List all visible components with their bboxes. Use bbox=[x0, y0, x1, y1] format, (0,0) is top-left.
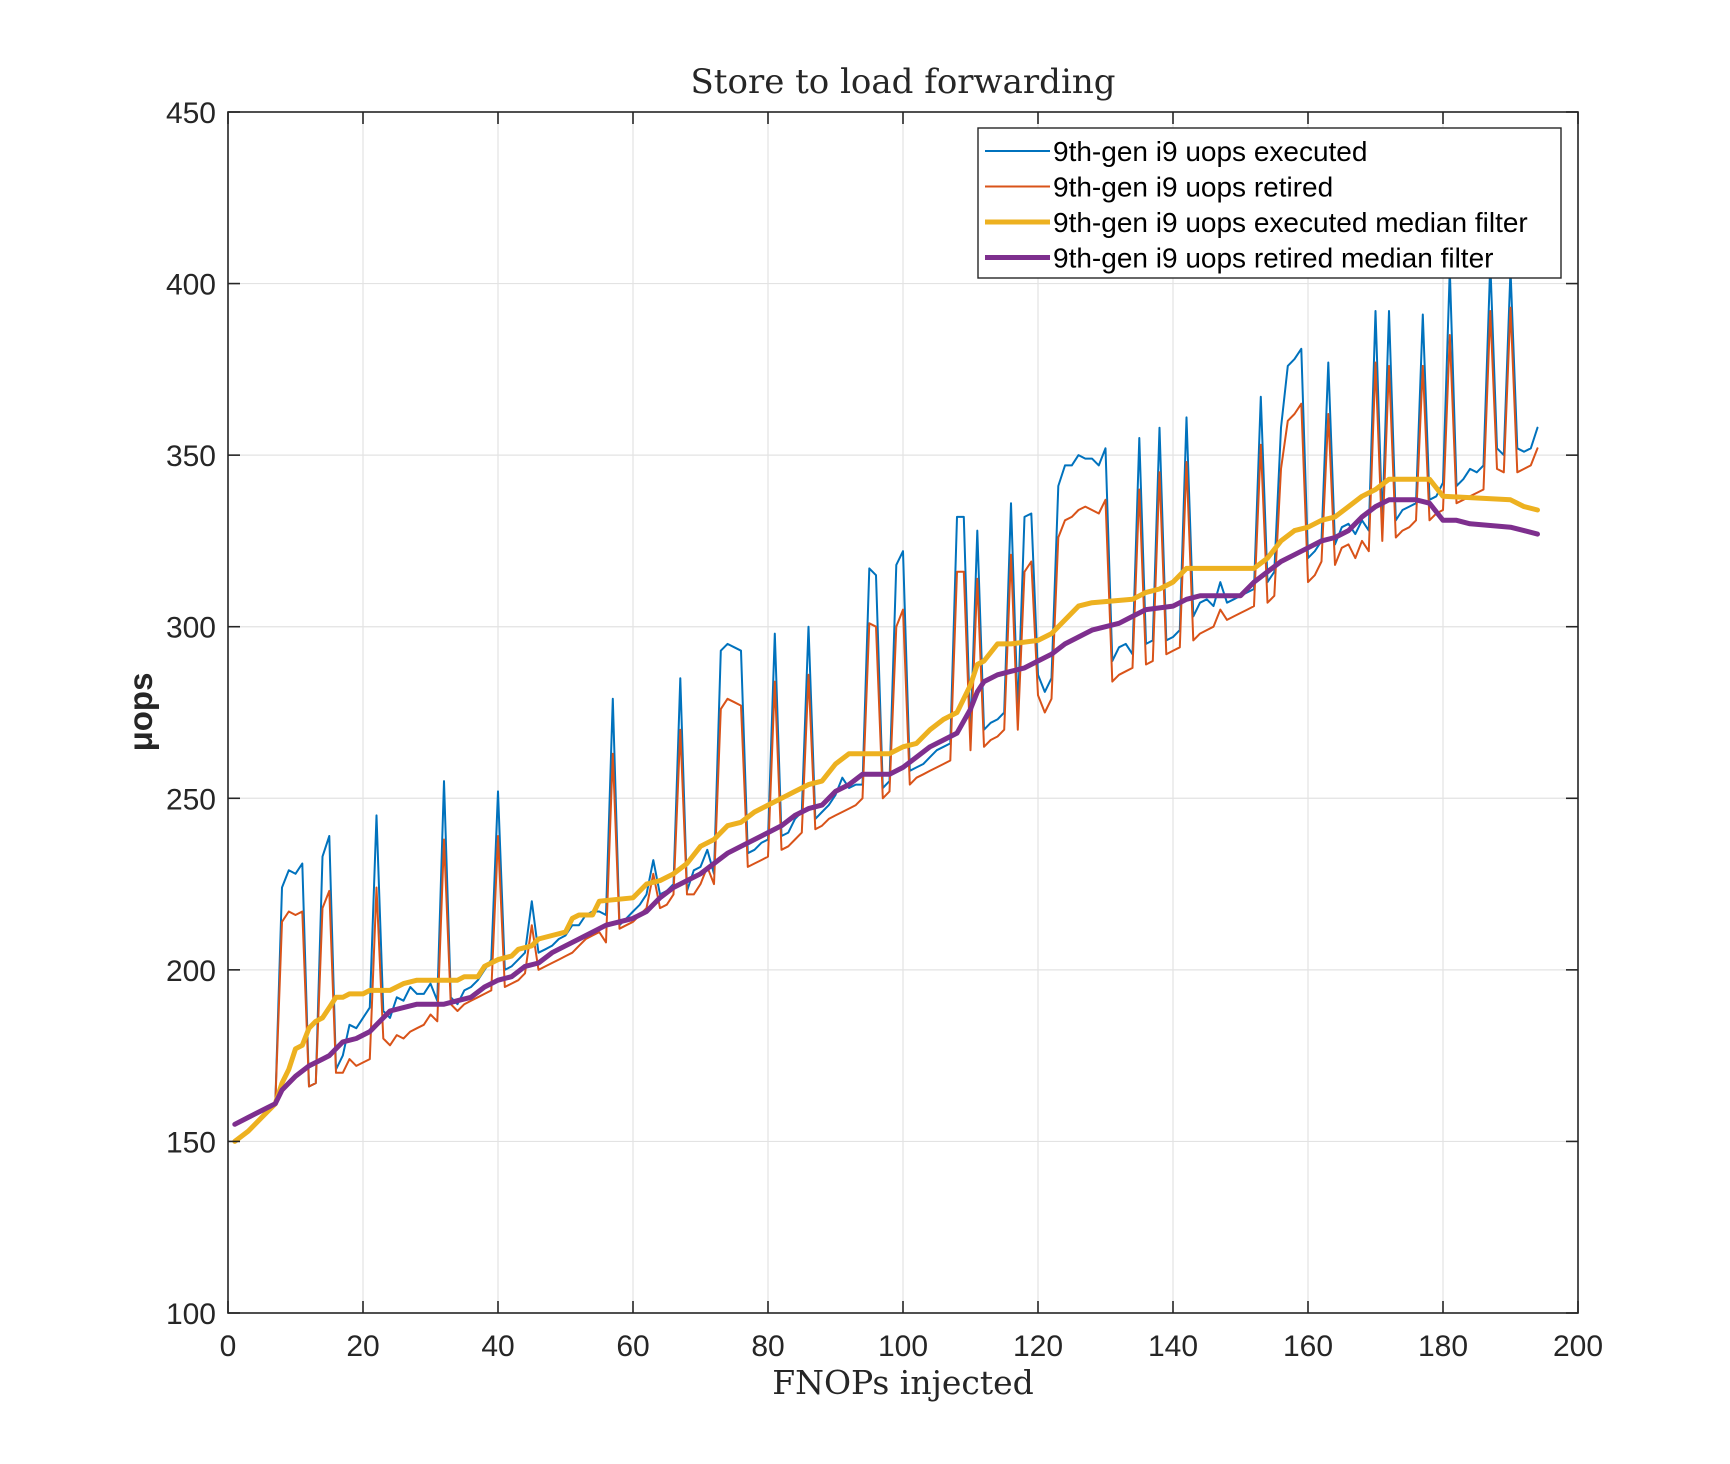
series-line-2 bbox=[233, 306, 1539, 1126]
x-tick-label: 200 bbox=[1553, 1330, 1603, 1363]
x-axis-label: FNOPs injected bbox=[772, 1363, 1034, 1402]
chart-title: Store to load forwarding bbox=[691, 62, 1116, 102]
series-line-1 bbox=[233, 262, 1539, 1126]
y-tick-label: 400 bbox=[166, 269, 216, 302]
x-tick-label: 160 bbox=[1283, 1330, 1333, 1363]
series-lines bbox=[232, 262, 1540, 1144]
y-tick-label: 150 bbox=[166, 1126, 216, 1159]
series-line-4 bbox=[232, 497, 1540, 1127]
y-tick-label: 100 bbox=[166, 1298, 216, 1331]
x-tick-label: 40 bbox=[481, 1330, 514, 1363]
legend-label: 9th-gen i9 uops executed bbox=[1053, 136, 1367, 167]
y-tick-label: 450 bbox=[166, 97, 216, 130]
x-tick-label: 80 bbox=[751, 1330, 784, 1363]
y-tick-label: 200 bbox=[166, 955, 216, 988]
legend: 9th-gen i9 uops executed 9th-gen i9 uops … bbox=[977, 127, 1562, 279]
x-tick-label: 100 bbox=[878, 1330, 928, 1363]
series-line-3 bbox=[232, 476, 1540, 1144]
legend-label: 9th-gen i9 uops executed median filter bbox=[1053, 207, 1528, 238]
x-tick-label: 120 bbox=[1013, 1330, 1063, 1363]
y-tick-label: 350 bbox=[166, 440, 216, 473]
legend-label: 9th-gen i9 uops retired median filter bbox=[1053, 243, 1493, 274]
x-tick-label: 140 bbox=[1148, 1330, 1198, 1363]
x-tick-label: 20 bbox=[346, 1330, 379, 1363]
legend-box bbox=[977, 127, 1562, 279]
x-tick-label: 0 bbox=[220, 1330, 237, 1363]
y-axis-label: μops bbox=[122, 673, 159, 752]
x-tick-label: 60 bbox=[616, 1330, 649, 1363]
y-tick-label: 250 bbox=[166, 783, 216, 816]
y-tick-label: 300 bbox=[166, 612, 216, 645]
legend-label: 9th-gen i9 uops retired bbox=[1053, 172, 1333, 203]
x-tick-label: 180 bbox=[1418, 1330, 1468, 1363]
axis-ticks: 0 20 40 60 80 100 120 140 160 180 200 100 150 200 250 3… bbox=[166, 97, 1603, 1363]
